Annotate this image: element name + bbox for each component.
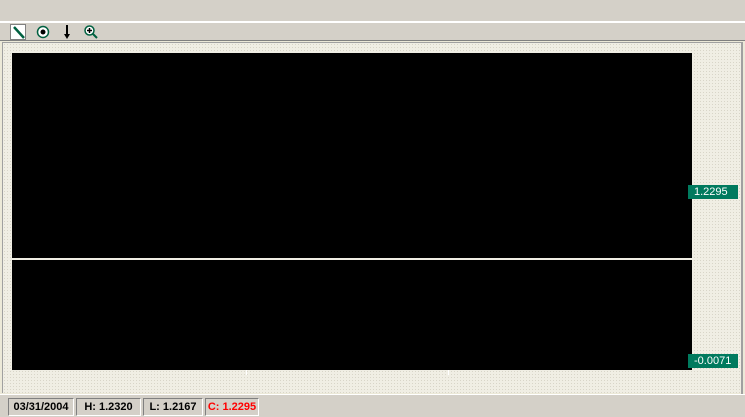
price-chart-panel[interactable] xyxy=(12,53,692,258)
trendline-tool-button[interactable] xyxy=(10,24,26,40)
workspace-edge xyxy=(741,43,743,394)
zoom-in-button[interactable] xyxy=(83,24,99,40)
zoom-in-icon xyxy=(84,25,98,39)
status-low: L: 1.2167 xyxy=(143,398,203,416)
arrow-marker-button[interactable] xyxy=(59,24,75,40)
menu-bar xyxy=(0,0,745,22)
crosshair-icon xyxy=(36,25,50,39)
current-price-tag: 1.2295 xyxy=(688,185,738,199)
trendline-icon xyxy=(13,26,25,39)
status-bar: 03/31/2004 H: 1.2320 L: 1.2167 C: 1.2295 xyxy=(0,394,745,417)
toolbar xyxy=(0,22,745,41)
macd-panel[interactable] xyxy=(12,260,692,370)
down-arrow-icon xyxy=(64,25,70,39)
macd-chart-canvas xyxy=(12,260,692,370)
x-tick xyxy=(246,370,247,375)
chart-workspace: 1.2295 -0.0071 xyxy=(2,42,743,394)
x-tick xyxy=(448,370,449,375)
status-date: 03/31/2004 xyxy=(8,398,74,416)
status-close: C: 1.2295 xyxy=(205,398,259,416)
price-chart-canvas xyxy=(12,53,692,258)
current-macd-tag: -0.0071 xyxy=(688,354,738,368)
crosshair-tool-button[interactable] xyxy=(35,24,51,40)
status-high: H: 1.2320 xyxy=(76,398,141,416)
